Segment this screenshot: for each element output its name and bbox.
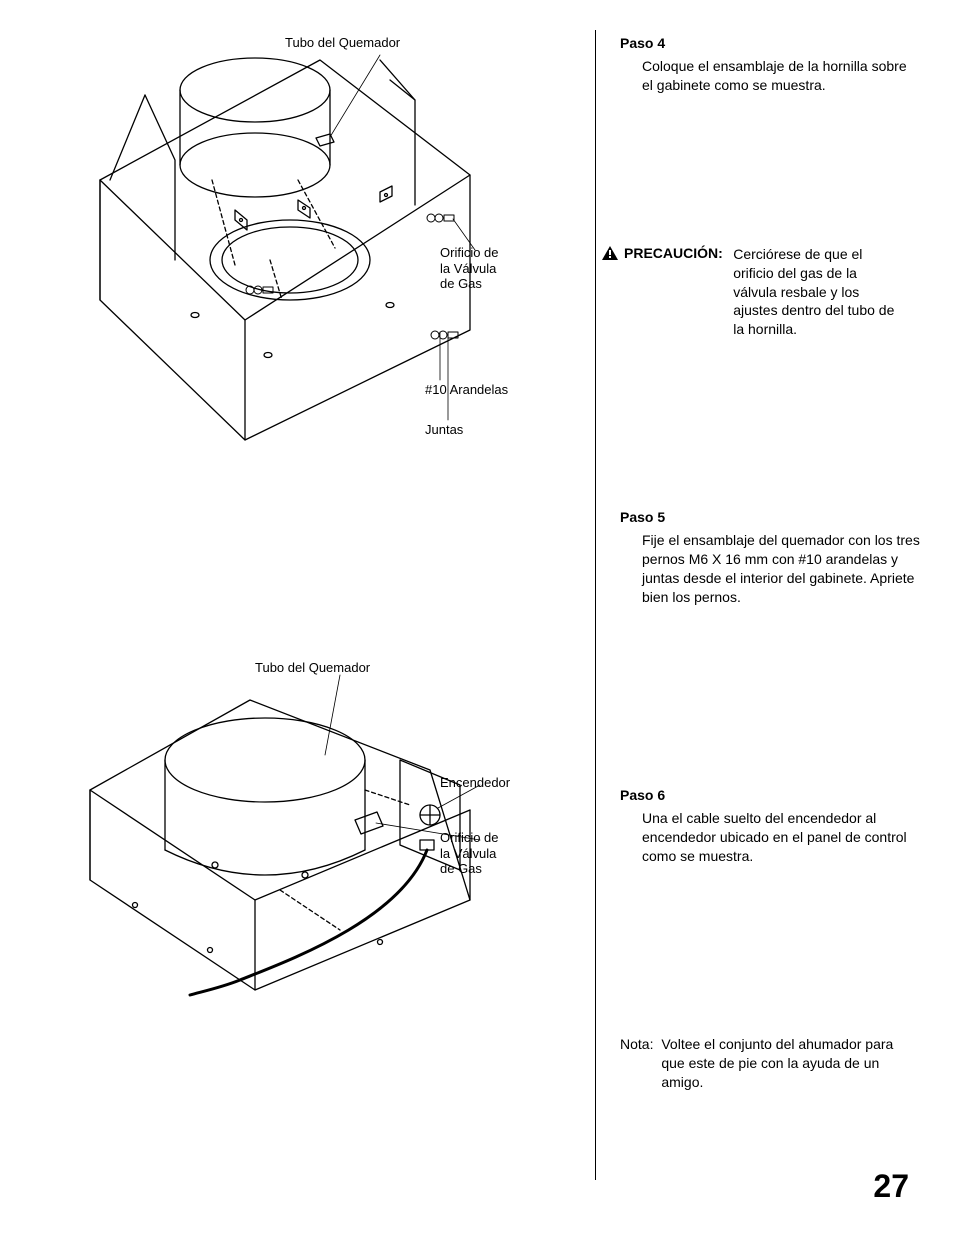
label-juntas: Juntas (425, 422, 463, 438)
step-5-body: Fije el ensamblaje del quemador con los … (642, 531, 920, 607)
note-body: Voltee el conjunto del ahumador para que… (661, 1035, 896, 1092)
step-5-title: Paso 5 (620, 509, 920, 525)
label-encendedor: Encendedor (440, 775, 510, 791)
step-6: Paso 6 Una el cable suelto del encendedo… (620, 787, 920, 866)
step-6-title: Paso 6 (620, 787, 920, 803)
caution-block: PRECAUCIÓN: Cerciórese de que el orifici… (602, 245, 920, 339)
label-tubo-2: Tubo del Quemador (255, 660, 370, 676)
label-orificio-1: Orificio de la Válvula de Gas (440, 245, 499, 292)
step-4-title: Paso 4 (620, 35, 920, 51)
caution-body: Cerciórese de que el orificio del gas de… (733, 245, 903, 339)
figure-2: Tubo del Quemador Encendedor Orificio de… (80, 640, 560, 1000)
step-5: Paso 5 Fije el ensamblaje del quemador c… (620, 509, 920, 607)
label-orificio-2: Orificio de la Válvula de Gas (440, 830, 499, 877)
column-divider (595, 30, 596, 1180)
warning-icon (602, 246, 618, 260)
note-block: Nota: Voltee el conjunto del ahumador pa… (620, 1035, 920, 1092)
figure-1: Tubo del Quemador Orificio de la Válvula… (80, 30, 560, 450)
caution-label: PRECAUCIÓN: (624, 245, 723, 261)
page-number: 27 (873, 1168, 909, 1205)
label-tubo-1: Tubo del Quemador (285, 35, 400, 51)
step-4: Paso 4 Coloque el ensamblaje de la horni… (620, 35, 920, 95)
label-arandelas: #10 Arandelas (425, 382, 508, 398)
step-6-body: Una el cable suelto del encendedor al en… (642, 809, 920, 866)
note-label: Nota: (620, 1036, 653, 1052)
step-4-body: Coloque el ensamblaje de la hornilla sob… (642, 57, 920, 95)
diagram-2 (80, 640, 560, 1000)
